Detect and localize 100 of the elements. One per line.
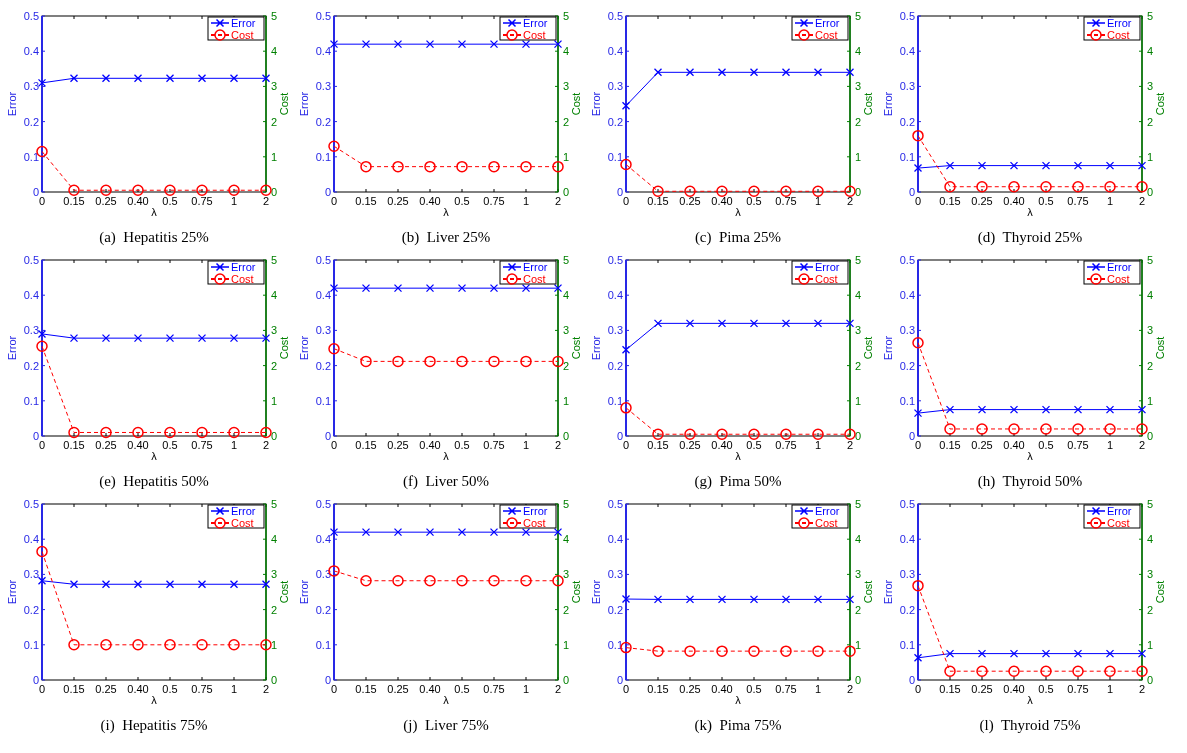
x-tick-label: 0.15 xyxy=(63,439,85,451)
y2-tick-label: 1 xyxy=(271,638,278,651)
legend-label: Cost xyxy=(231,273,254,285)
y-tick-label: 0 xyxy=(32,186,39,198)
text: Error xyxy=(1107,505,1132,517)
y-tick-label: 0.5 xyxy=(23,10,39,22)
x-tick-label: 2 xyxy=(554,439,562,451)
y2-tick-label: 4 xyxy=(563,289,570,302)
x-tick-label: 0.25 xyxy=(679,195,701,207)
y2-tick-label: 2 xyxy=(563,359,570,372)
y-tick-label: 0.2 xyxy=(315,603,331,616)
x-tick-label: 0.5 xyxy=(746,439,762,451)
series-label: Error xyxy=(523,17,548,29)
x-tick-label: 2 xyxy=(554,195,562,207)
y2-tick-label: 3 xyxy=(855,324,862,337)
y-tick-label: 0.2 xyxy=(607,115,623,128)
y2-tick-label: 1 xyxy=(855,394,862,407)
y2-tick-label: 2 xyxy=(855,359,862,372)
y2-axis-title: Cost xyxy=(1154,92,1166,116)
x-tick-label: 0.75 xyxy=(1067,683,1089,695)
y-tick-label: 0.4 xyxy=(607,45,623,58)
y2-axis-title: Cost xyxy=(278,336,290,360)
x-axis-title: λ xyxy=(443,450,450,462)
x-tick-label: 0.15 xyxy=(647,195,669,207)
y-tick-label: 0.4 xyxy=(899,289,915,302)
x-axis-title: λ xyxy=(443,206,450,218)
y2-tick-label: 2 xyxy=(563,603,570,616)
y2-tick-label: 0 xyxy=(855,430,862,442)
x-tick-label: 1 xyxy=(230,195,238,207)
y2-axis-title: Cost xyxy=(862,92,874,116)
x-tick-label: 0.15 xyxy=(939,439,961,451)
y2-axis-title: Cost xyxy=(862,580,874,604)
y-tick-label: 0.3 xyxy=(899,80,915,93)
x-tick-label: 2 xyxy=(846,195,854,207)
y-axis-title: Error xyxy=(298,91,310,117)
y2-axis-title: Cost xyxy=(570,92,582,116)
y-tick-label: 0.1 xyxy=(23,638,39,651)
y2-tick-label: 3 xyxy=(1147,324,1154,337)
x-tick-label: 1 xyxy=(522,195,530,207)
y-tick-label: 0.4 xyxy=(315,533,331,546)
x-tick-label: 0.15 xyxy=(355,683,377,695)
x-tick-label: 2 xyxy=(262,195,270,207)
y2-tick-label: 5 xyxy=(855,254,862,266)
x-tick-label: 0.5 xyxy=(1038,439,1054,451)
x-tick-label: 0.15 xyxy=(647,439,669,451)
text: Error xyxy=(815,261,840,273)
y-tick-label: 0.4 xyxy=(899,45,915,58)
y2-tick-label: 2 xyxy=(855,603,862,616)
y2-tick-label: 4 xyxy=(271,45,278,58)
y-tick-label: 0.3 xyxy=(607,568,623,581)
text: (j) Liver 75% xyxy=(403,717,489,734)
y-tick-label: 0.2 xyxy=(315,359,331,372)
y2-tick-label: 2 xyxy=(1147,359,1154,372)
y-axis-title: Error xyxy=(590,579,602,605)
x-tick-label: 0.25 xyxy=(95,195,117,207)
x-tick-label: 0.25 xyxy=(679,439,701,451)
y-tick-label: 0.3 xyxy=(23,568,39,581)
x-tick-label: 0.15 xyxy=(939,195,961,207)
y-tick-label: 0 xyxy=(324,674,331,686)
y2-tick-label: 0 xyxy=(1147,186,1154,198)
y2-tick-label: 3 xyxy=(271,80,278,93)
x-tick-label: 0.40 xyxy=(711,439,733,451)
x-tick-label: 2 xyxy=(1138,683,1146,695)
y2-tick-label: 0 xyxy=(563,186,570,198)
x-axis-title: λ xyxy=(1027,206,1034,218)
x-tick-label: 0.5 xyxy=(162,439,178,451)
y-tick-label: 0.3 xyxy=(23,324,39,337)
legend-label: Cost xyxy=(523,273,546,285)
y-tick-label: 0.2 xyxy=(899,603,915,616)
y-tick-label: 0.5 xyxy=(23,254,39,266)
text: (k) Pima 75% xyxy=(694,717,782,734)
text: Error xyxy=(231,261,256,273)
y-tick-label: 0.1 xyxy=(23,394,39,407)
y-tick-label: 0.1 xyxy=(607,638,623,651)
y2-tick-label: 5 xyxy=(855,10,862,22)
legend-label: Cost xyxy=(523,29,546,41)
x-axis-title: λ xyxy=(151,694,158,706)
y-tick-label: 0 xyxy=(32,674,39,686)
x-tick-label: 0.40 xyxy=(127,195,149,207)
y2-axis-title: Cost xyxy=(862,336,874,360)
y2-tick-label: 4 xyxy=(1147,533,1154,546)
x-tick-label: 0.25 xyxy=(95,439,117,451)
x-tick-label: 0.40 xyxy=(711,195,733,207)
text: (h) Thyroid 50% xyxy=(977,473,1083,490)
x-tick-label: 0.5 xyxy=(454,439,470,451)
y2-tick-label: 3 xyxy=(855,80,862,93)
x-axis-title: λ xyxy=(1027,694,1034,706)
x-axis-title: λ xyxy=(735,450,742,462)
text: (d) Thyroid 25% xyxy=(977,229,1083,246)
y-tick-label: 0 xyxy=(908,674,915,686)
y2-tick-label: 1 xyxy=(271,150,278,163)
y-tick-label: 0 xyxy=(324,186,331,198)
x-axis-title: λ xyxy=(735,694,742,706)
x-tick-label: 0.75 xyxy=(483,683,505,695)
y-tick-label: 0 xyxy=(616,430,623,442)
x-tick-label: 0.75 xyxy=(775,195,797,207)
y-tick-label: 0.1 xyxy=(607,150,623,163)
x-axis-title: λ xyxy=(443,694,450,706)
text: (c) Pima 25% xyxy=(694,229,782,246)
x-tick-label: 2 xyxy=(846,439,854,451)
